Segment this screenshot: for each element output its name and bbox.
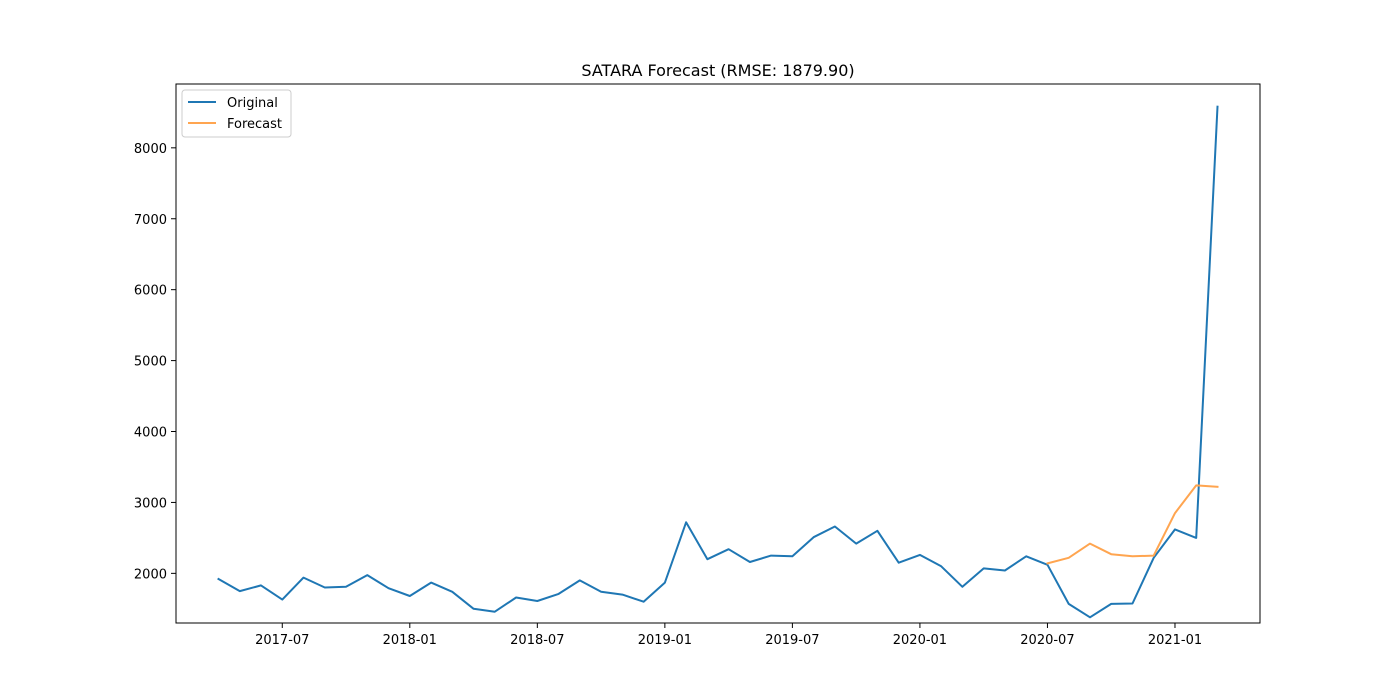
x-tick-label: 2017-07 (255, 633, 309, 648)
x-tick-label: 2020-07 (1020, 633, 1074, 648)
y-tick-label: 4000 (134, 426, 167, 441)
x-tick-label: 2019-01 (638, 633, 692, 648)
x-tick-label: 2021-01 (1148, 633, 1202, 648)
y-tick-label: 6000 (134, 284, 167, 299)
chart-title: SATARA Forecast (RMSE: 1879.90) (581, 61, 854, 80)
series-line-original (217, 105, 1219, 619)
x-tick-label: 2018-01 (383, 633, 437, 648)
x-tick-label: 2018-07 (510, 633, 564, 648)
plot-area: 2017-07 2018-01 2018-07 2019-01 2019-07 2020-… (134, 83, 1261, 648)
y-tick-label: 5000 (134, 355, 167, 370)
y-tick-label: 3000 (134, 496, 167, 511)
x-tick-label: 2020-01 (893, 633, 947, 648)
x-tick-label: 2019-07 (765, 633, 819, 648)
legend: Original Forecast (181, 89, 292, 138)
y-tick-label: 2000 (134, 567, 167, 582)
legend-label-original: Original (227, 96, 278, 111)
y-tick-label: 8000 (134, 142, 167, 157)
legend-label-forecast: Forecast (227, 117, 282, 132)
y-tick-label: 7000 (134, 213, 167, 228)
series-line-forecast (1046, 484, 1219, 565)
plot-frame (175, 83, 1261, 624)
